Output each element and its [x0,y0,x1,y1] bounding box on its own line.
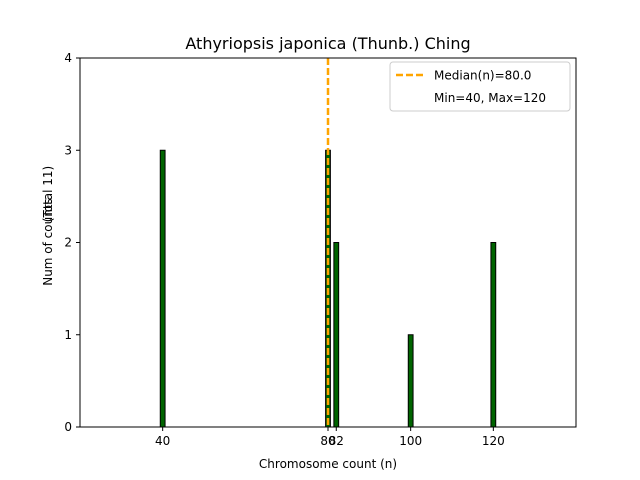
x-tick-label-40: 40 [155,434,170,448]
bar-120 [490,242,497,428]
bar-100 [407,334,414,428]
x-tick-label-120: 120 [482,434,505,448]
legend-range-label: Min=40, Max=120 [434,91,546,105]
x-tick-label-82: 82 [329,434,344,448]
y-axis-ticks: 0 1 2 3 4 [64,51,80,434]
y-tick-label-0: 0 [64,420,72,434]
x-axis-label: Chromosome count (n) [259,457,397,471]
y-tick-label-1: 1 [64,328,72,342]
y-axis-total-label: (Total 11) [41,166,55,222]
x-tick-label-80: 80 [320,434,335,448]
x-tick-label-100: 100 [399,434,422,448]
bar-40 [159,149,166,428]
legend-median-label: Median(n)=80.0 [434,69,531,83]
y-tick-label-2: 2 [64,236,72,250]
y-axis-label: Num of counts [41,198,55,286]
y-tick-label-4: 4 [64,51,72,65]
legend: Median(n)=80.0 Min=40, Max=120 [389,61,571,112]
bar-82 [333,242,340,428]
chart-title: Athyriopsis japonica (Thunb.) Ching [185,34,470,53]
y-tick-label-3: 3 [64,143,72,157]
legend-box [389,61,571,112]
